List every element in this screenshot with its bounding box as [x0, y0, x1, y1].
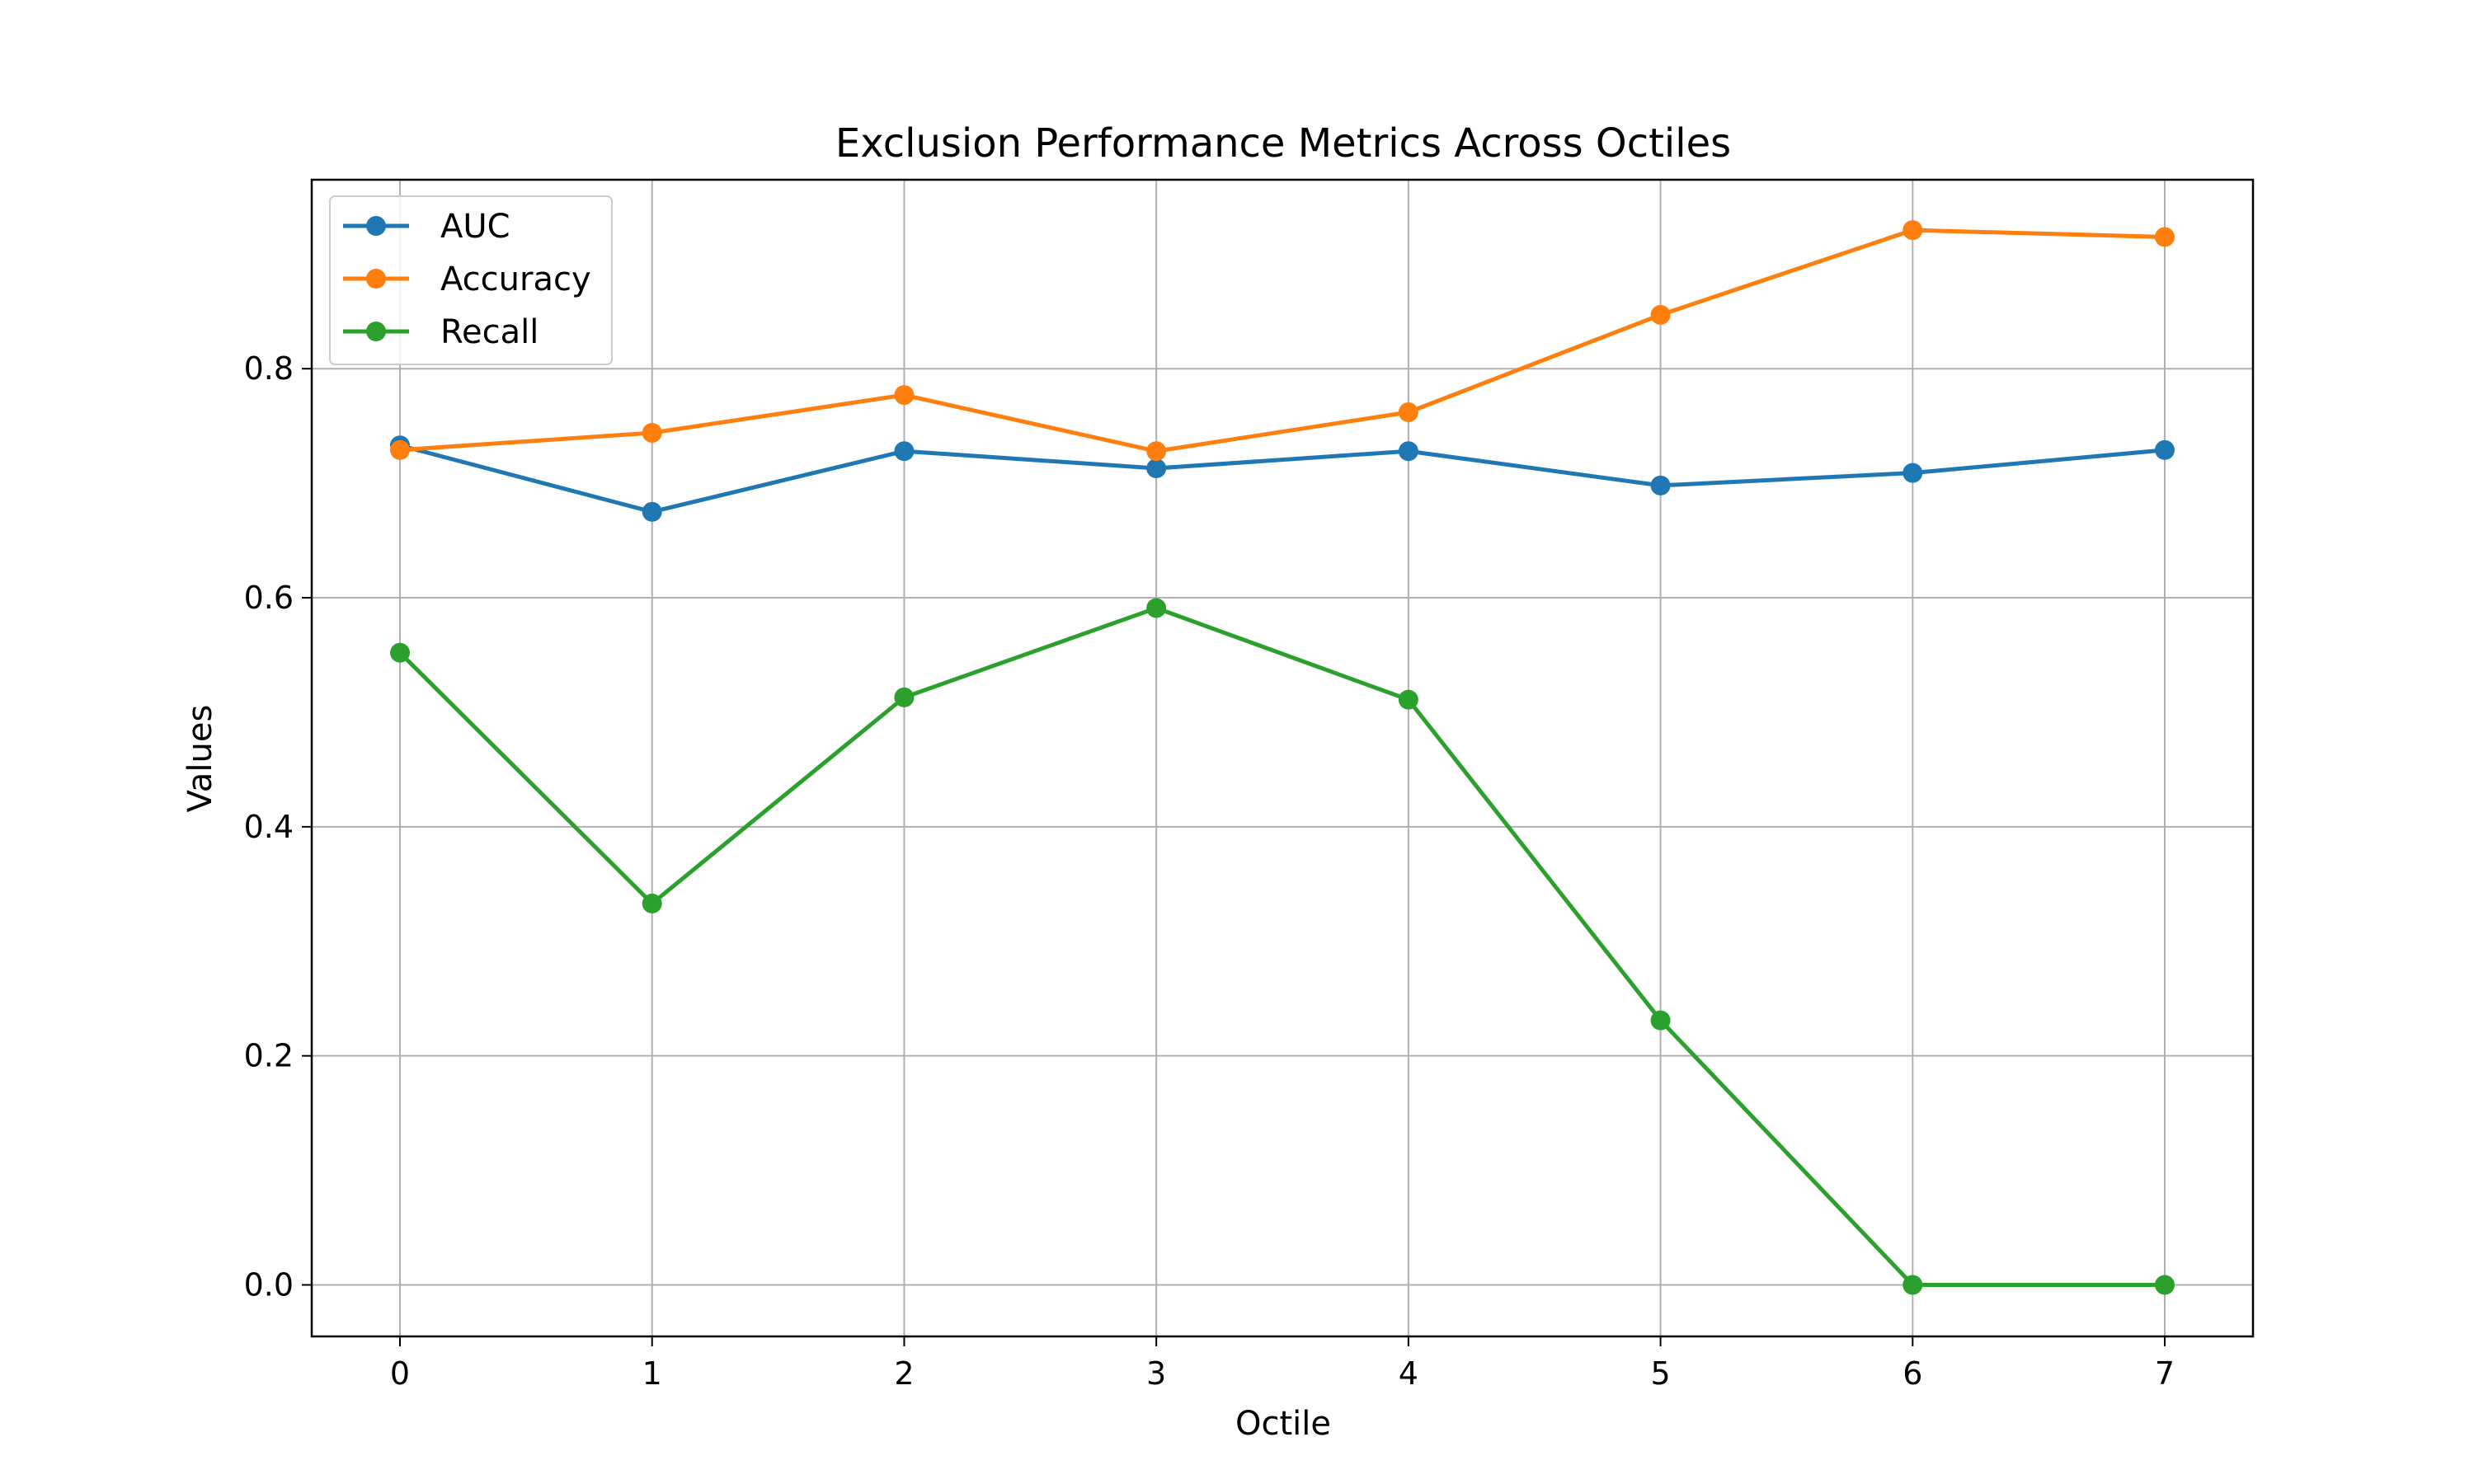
data-point-accuracy: [642, 422, 662, 443]
y-tick-label: 0.0: [244, 1266, 294, 1303]
data-point-auc: [642, 501, 662, 522]
data-point-auc: [1398, 441, 1418, 462]
data-point-recall: [2155, 1275, 2175, 1295]
data-point-auc: [2155, 439, 2175, 460]
legend-label-recall: Recall: [440, 313, 539, 351]
x-tick-label: 5: [1650, 1355, 1670, 1392]
axis-ticks: 0 1 2 3 4 5 6 7 0.0 0.2 0.4 0.6 0.8: [244, 350, 2175, 1392]
y-tick-label: 0.8: [244, 350, 294, 387]
data-point-recall: [1398, 689, 1418, 710]
data-point-accuracy: [1146, 441, 1167, 462]
data-point-auc: [1146, 458, 1167, 479]
plot-frame: [310, 178, 2255, 1338]
x-tick-label: 3: [1146, 1355, 1166, 1392]
data-point-recall: [642, 893, 662, 913]
data-point-recall: [390, 642, 410, 663]
legend-box: [329, 195, 613, 365]
data-point-auc: [1903, 463, 1923, 483]
data-point-accuracy: [2155, 227, 2175, 247]
data-point-recall: [894, 687, 915, 707]
series-line-recall: [398, 606, 2165, 1287]
legend-marker-auc: [366, 216, 386, 236]
legend-label-auc: AUC: [440, 208, 510, 246]
series-line-accuracy: [399, 228, 2166, 453]
data-point-accuracy: [1398, 402, 1418, 422]
data-point-recall: [1146, 598, 1167, 618]
legend-marker-recall: [366, 322, 386, 341]
chart-title: Exclusion Performance Metrics Across Oct…: [835, 120, 1731, 167]
data-point-accuracy: [1903, 220, 1923, 241]
x-tick-label: 4: [1399, 1355, 1418, 1392]
y-axis-label: Values: [181, 705, 219, 813]
legend: AUC Accuracy Recall: [329, 195, 613, 365]
legend-marker-accuracy: [366, 269, 386, 289]
x-axis-label: Octile: [1235, 1405, 1331, 1443]
x-tick-label: 0: [390, 1355, 410, 1392]
grid-lines: [312, 180, 2253, 1336]
series-layer: [390, 220, 2175, 1295]
data-point-accuracy: [894, 385, 915, 406]
x-tick-label: 2: [894, 1355, 914, 1392]
y-tick-label: 0.6: [244, 580, 294, 616]
x-tick-label: 7: [2155, 1355, 2175, 1392]
legend-label-accuracy: Accuracy: [440, 261, 591, 298]
x-tick-label: 6: [1903, 1355, 1922, 1392]
data-point-accuracy: [390, 439, 410, 460]
series-line-auc: [399, 443, 2166, 514]
data-point-recall: [1650, 1010, 1671, 1031]
y-tick-label: 0.4: [244, 809, 294, 845]
data-point-auc: [1650, 475, 1671, 495]
data-point-accuracy: [1650, 304, 1671, 325]
y-tick-label: 0.2: [244, 1038, 294, 1074]
data-point-auc: [894, 441, 915, 462]
data-point-recall: [1903, 1275, 1923, 1295]
x-tick-label: 1: [642, 1355, 662, 1392]
